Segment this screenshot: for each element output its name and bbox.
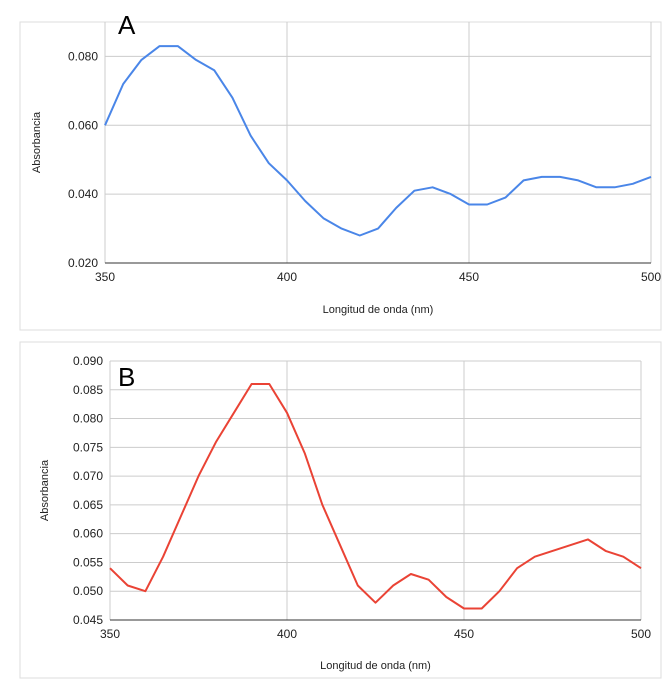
y-tick-label: 0.045 xyxy=(73,613,103,627)
y-tick-label: 0.080 xyxy=(68,49,98,63)
x-tick-label: 400 xyxy=(277,270,297,284)
x-tick-label: 400 xyxy=(277,627,297,641)
x-axis-title: Longitud de onda (nm) xyxy=(323,304,434,316)
y-tick-label: 0.090 xyxy=(73,354,103,368)
chart-frame xyxy=(19,341,662,679)
y-tick-label: 0.085 xyxy=(73,383,103,397)
y-tick-label: 0.055 xyxy=(73,555,103,569)
y-tick-label: 0.070 xyxy=(73,469,103,483)
x-tick-label: 350 xyxy=(100,627,120,641)
x-tick-label: 350 xyxy=(95,270,115,284)
series-line xyxy=(109,383,642,610)
y-axis-title: Absorbancia xyxy=(39,459,51,521)
y-tick-label: 0.065 xyxy=(73,498,103,512)
x-tick-label: 450 xyxy=(459,270,479,284)
x-axis-title: Longitud de onda (nm) xyxy=(320,660,431,672)
x-tick-label: 450 xyxy=(454,627,474,641)
y-tick-label: 0.020 xyxy=(68,256,98,270)
y-tick-label: 0.050 xyxy=(73,584,103,598)
y-tick-label: 0.075 xyxy=(73,440,103,454)
x-tick-label: 500 xyxy=(631,627,651,641)
panel-label: B xyxy=(118,362,135,392)
chart-panel-b: 0.045 0.050 0.055 0.060 0.065 0.070 0.075 0.080… xyxy=(19,341,662,679)
y-axis-title: Absorbancia xyxy=(31,111,43,173)
series-line xyxy=(104,45,652,237)
x-tick-label: 500 xyxy=(641,270,661,284)
chart-panel-a: 0.020 0.040 0.060 0.080 350 400 450 500 Longitud… xyxy=(19,10,662,331)
y-tick-label: 0.060 xyxy=(68,118,98,132)
y-tick-label: 0.080 xyxy=(73,412,103,426)
chart-frame xyxy=(19,21,662,331)
y-tick-label: 0.040 xyxy=(68,187,98,201)
panel-label: A xyxy=(118,10,136,40)
y-tick-label: 0.060 xyxy=(73,527,103,541)
